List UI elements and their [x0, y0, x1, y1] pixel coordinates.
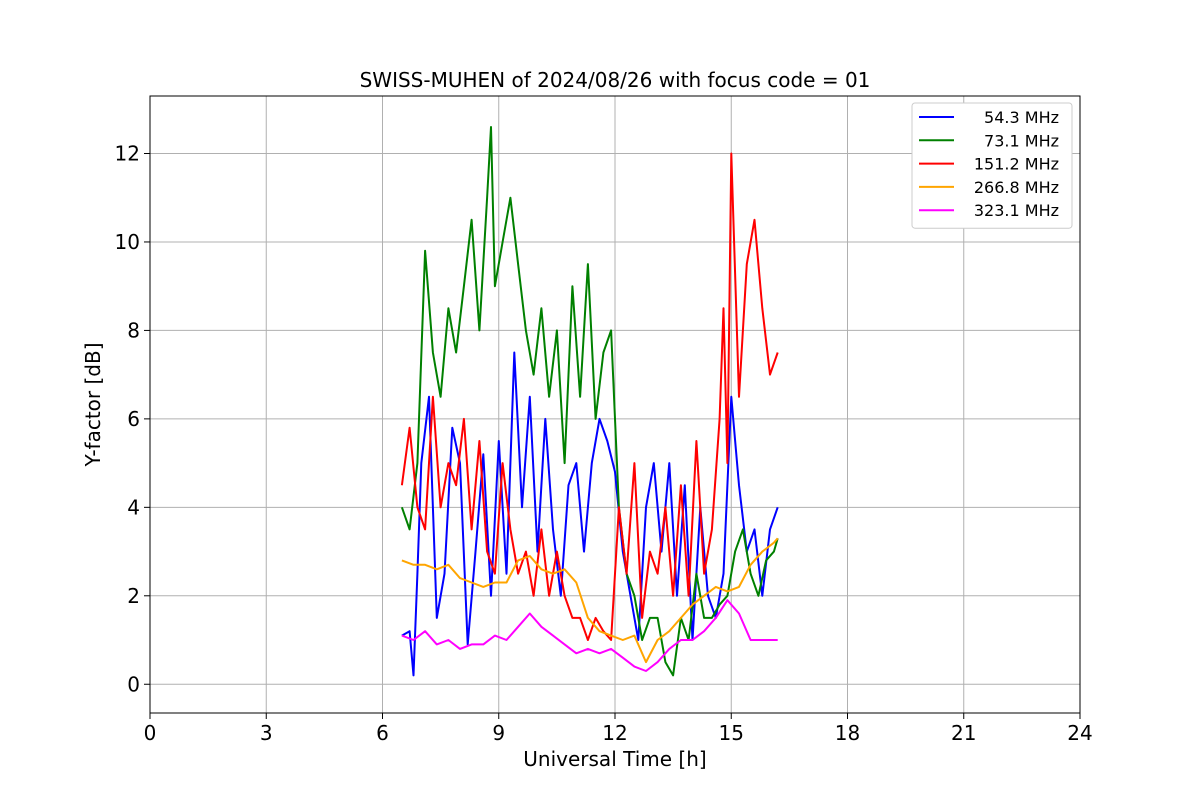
y-tick-label: 12 [115, 141, 140, 165]
legend-label: 73.1 MHz [984, 131, 1059, 150]
y-tick-label: 6 [127, 407, 140, 431]
x-tick-label: 12 [602, 721, 627, 745]
legend-box [911, 102, 1073, 229]
chart-title: SWISS-MUHEN of 2024/08/26 with focus cod… [360, 68, 871, 92]
y-tick-label: 2 [127, 584, 140, 608]
legend: 54.3 MHz 73.1 MHz 151.2 MHz 266.8 MHz 323.1 … [911, 102, 1073, 229]
legend-label: 323.1 MHz [974, 201, 1059, 220]
y-axis-title: Y-factor [dB] [81, 342, 105, 467]
y-tick-label: 4 [127, 495, 140, 519]
legend-label: 266.8 MHz [974, 178, 1059, 197]
x-tick-label: 24 [1067, 721, 1092, 745]
series-line-4 [401, 537, 779, 664]
series-line-1 [401, 351, 779, 677]
x-tick-label: 9 [492, 721, 505, 745]
y-tick-label: 10 [115, 230, 140, 254]
y-tick-label: 0 [127, 672, 140, 696]
x-axis-title: Universal Time [h] [523, 747, 706, 771]
x-tick-label: 21 [951, 721, 976, 745]
x-tick-label: 15 [719, 721, 744, 745]
series-line-2 [400, 126, 779, 677]
series-layer [400, 126, 779, 677]
x-tick-label: 6 [376, 721, 389, 745]
y-tick-label: 8 [127, 318, 140, 342]
x-tick-label: 3 [260, 721, 273, 745]
x-tick-label: 18 [835, 721, 860, 745]
series-line-3 [400, 152, 779, 641]
series-line-5 [401, 599, 778, 672]
legend-label: 151.2 MHz [974, 155, 1059, 174]
x-tick-label: 0 [144, 721, 157, 745]
legend-label: 54.3 MHz [984, 108, 1059, 127]
